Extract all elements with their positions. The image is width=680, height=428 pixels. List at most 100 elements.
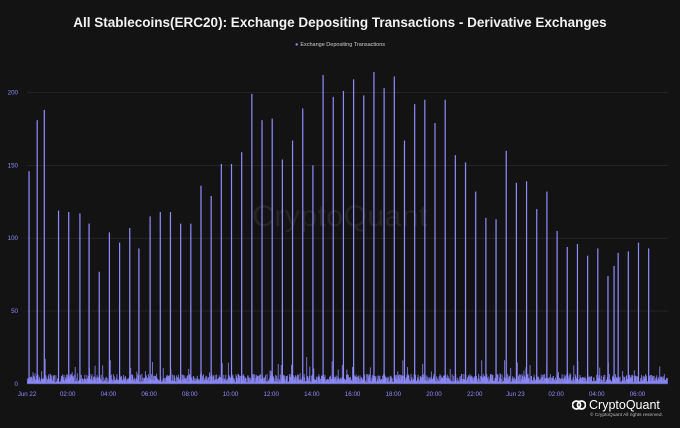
bar bbox=[267, 381, 269, 384]
bar bbox=[608, 380, 610, 384]
bar bbox=[509, 382, 511, 384]
bar bbox=[98, 381, 100, 384]
bar bbox=[64, 379, 66, 384]
bar-spike bbox=[403, 140, 406, 384]
bar bbox=[558, 381, 560, 384]
bar bbox=[473, 377, 475, 384]
bar bbox=[73, 374, 75, 384]
bar bbox=[482, 377, 484, 384]
bar bbox=[199, 374, 201, 384]
bar bbox=[131, 374, 133, 384]
bar bbox=[617, 377, 618, 384]
bar bbox=[470, 376, 471, 384]
bar bbox=[539, 378, 541, 384]
bar bbox=[425, 379, 427, 384]
bar bbox=[36, 375, 38, 384]
bar-spike bbox=[424, 99, 426, 384]
bar bbox=[88, 376, 89, 384]
bar bbox=[258, 381, 260, 384]
bar bbox=[390, 377, 392, 384]
bar bbox=[195, 380, 197, 384]
bar bbox=[111, 379, 113, 384]
bar bbox=[616, 378, 618, 384]
bar bbox=[217, 378, 219, 384]
bar bbox=[248, 377, 250, 384]
bar-spike bbox=[149, 216, 151, 384]
bar bbox=[506, 378, 508, 384]
bar bbox=[483, 377, 485, 384]
bar bbox=[636, 376, 638, 384]
bar bbox=[641, 379, 643, 384]
bar bbox=[145, 376, 147, 384]
bar bbox=[463, 373, 465, 384]
bar bbox=[576, 378, 578, 384]
bar bbox=[238, 375, 240, 384]
bar bbox=[444, 375, 446, 384]
bar bbox=[147, 378, 148, 384]
bar-spike bbox=[68, 211, 70, 384]
bar bbox=[48, 379, 50, 384]
bar bbox=[409, 379, 410, 384]
bar bbox=[136, 380, 138, 384]
bar bbox=[177, 377, 178, 384]
bar bbox=[345, 374, 347, 384]
bar bbox=[318, 376, 320, 384]
bar bbox=[483, 375, 485, 384]
bar bbox=[493, 381, 495, 384]
x-tick-label: 08:00 bbox=[182, 391, 198, 398]
bar bbox=[34, 373, 36, 384]
x-tick-label: 04:00 bbox=[589, 391, 605, 398]
bar bbox=[125, 376, 127, 384]
bar bbox=[113, 376, 115, 384]
bar bbox=[666, 378, 668, 384]
bar bbox=[503, 381, 505, 384]
bar bbox=[212, 374, 214, 384]
bar bbox=[562, 378, 564, 384]
bar bbox=[100, 374, 102, 384]
bar bbox=[379, 375, 381, 384]
bar bbox=[489, 374, 491, 384]
bar bbox=[480, 381, 482, 384]
bar bbox=[150, 379, 152, 384]
bar bbox=[429, 379, 431, 384]
bar bbox=[127, 378, 129, 384]
bar bbox=[308, 375, 310, 384]
bar bbox=[38, 380, 40, 384]
bar bbox=[283, 374, 285, 384]
bar bbox=[168, 374, 170, 384]
bar-spike bbox=[617, 252, 619, 384]
bar bbox=[548, 376, 550, 384]
bar bbox=[273, 376, 275, 384]
bar bbox=[370, 381, 372, 384]
bar bbox=[41, 378, 43, 384]
bar-spike bbox=[210, 195, 212, 384]
bar bbox=[646, 382, 648, 384]
bar bbox=[544, 373, 546, 384]
legend[interactable]: ● Exchange Depositing Transactions bbox=[0, 42, 680, 48]
bar bbox=[402, 360, 404, 384]
bar bbox=[316, 382, 318, 384]
bar bbox=[133, 381, 135, 384]
bar bbox=[354, 376, 356, 384]
bar bbox=[356, 377, 358, 384]
bar-spike bbox=[505, 150, 507, 384]
bar bbox=[456, 377, 458, 384]
bar bbox=[277, 364, 279, 384]
x-tick-label: 12:00 bbox=[263, 391, 279, 398]
bar bbox=[74, 382, 76, 384]
bar bbox=[89, 374, 91, 384]
bar bbox=[604, 382, 606, 384]
y-tick-label: 200 bbox=[8, 89, 19, 96]
bar bbox=[167, 376, 169, 384]
bar bbox=[246, 382, 248, 384]
bar bbox=[549, 381, 551, 384]
bar bbox=[474, 378, 476, 384]
bar bbox=[135, 377, 137, 384]
bar bbox=[405, 377, 407, 384]
bar bbox=[77, 380, 79, 384]
bar bbox=[564, 379, 566, 384]
legend-label: Exchange Depositing Transactions bbox=[300, 42, 386, 48]
bar bbox=[279, 380, 281, 384]
bar bbox=[586, 380, 588, 384]
bar bbox=[422, 377, 424, 384]
